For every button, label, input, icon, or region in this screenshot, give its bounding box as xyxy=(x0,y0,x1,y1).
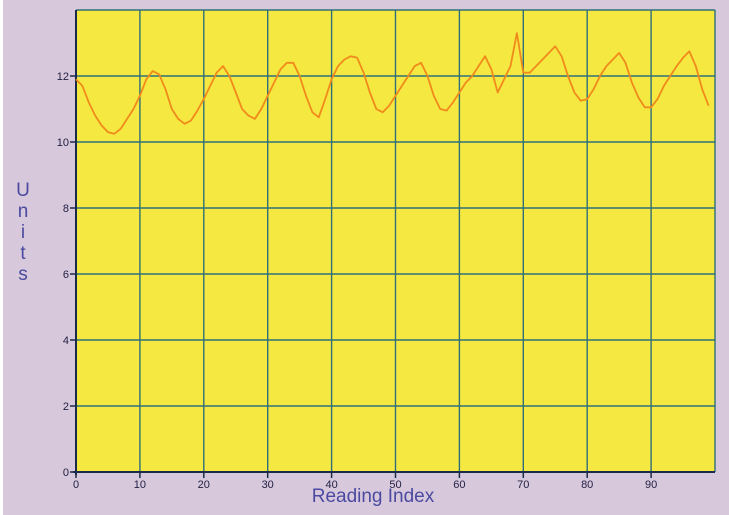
x-tick-label: 10 xyxy=(134,479,146,491)
x-axis-title: Reading Index xyxy=(312,486,435,507)
y-axis-title-letter: s xyxy=(18,264,28,285)
tick-labels: 0 2 4 6 8 10 12 0 10 20 30 40 50 60 70 80 90 xyxy=(57,71,657,491)
y-tick-label: 10 xyxy=(57,137,69,149)
y-tick-label: 6 xyxy=(63,269,69,281)
x-tick-label: 70 xyxy=(517,479,529,491)
x-tick-label: 0 xyxy=(73,479,79,491)
x-tick-label: 60 xyxy=(453,479,465,491)
axes xyxy=(70,10,715,478)
y-axis-title-letter: U xyxy=(16,180,30,201)
y-tick-label: 2 xyxy=(63,401,69,413)
y-tick-label: 12 xyxy=(57,71,69,83)
x-tick-label: 40 xyxy=(325,479,337,491)
y-tick-label: 4 xyxy=(63,335,69,347)
y-axis-title-letter: t xyxy=(20,243,26,264)
x-tick-label: 90 xyxy=(645,479,657,491)
x-tick-label: 80 xyxy=(581,479,593,491)
y-axis-title-letter: i xyxy=(21,222,25,243)
series-layer xyxy=(75,32,710,135)
y-tick-label: 0 xyxy=(63,467,69,479)
x-tick-label: 50 xyxy=(389,479,401,491)
x-tick-label: 20 xyxy=(198,479,210,491)
line-chart: 0 2 4 6 8 10 12 0 10 20 30 40 50 60 70 80 90 Reading Ind… xyxy=(16,9,716,507)
x-tick-label: 30 xyxy=(262,479,274,491)
grid xyxy=(75,9,716,473)
series-line xyxy=(75,32,710,135)
y-tick-label: 8 xyxy=(63,203,69,215)
y-axis-title-letter: n xyxy=(18,201,29,222)
